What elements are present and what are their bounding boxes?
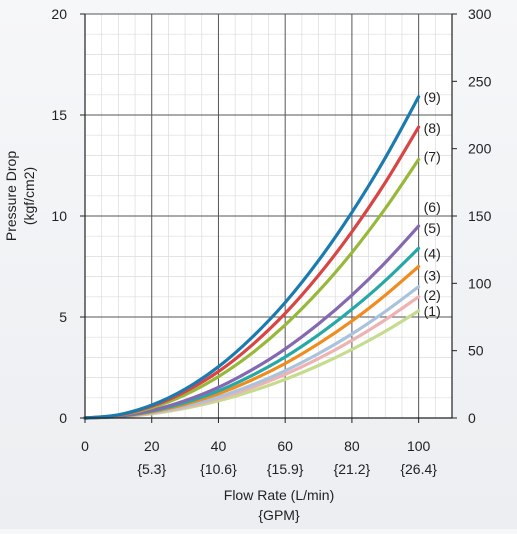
series-lines (83, 95, 421, 420)
y-tick-label: 0 (59, 410, 67, 426)
y2-tick-label: 250 (468, 73, 492, 89)
y-axis-subtitle: (kgf/cm2) (21, 167, 37, 225)
y-tick-label: 5 (59, 309, 67, 325)
series-label-8: (8) (424, 120, 441, 136)
x-tick-label: 80 (344, 438, 360, 454)
x-axis-title: Flow Rate (L/min) (224, 487, 334, 503)
series-label-7: (7) (424, 148, 441, 164)
grid (85, 13, 452, 418)
x-tick-label: 100 (407, 438, 431, 454)
gpm-tick-label: {10.6} (200, 461, 237, 477)
y-tick-label: 15 (51, 107, 67, 123)
y-axis-title: Pressure Drop (3, 151, 19, 241)
series-label-5: (5) (424, 220, 441, 236)
series-labels: (1)(2) (3) (4) (5) (6) (7) (8) (9) (424, 89, 441, 319)
gpm-tick-label: {15.9} (267, 461, 304, 477)
y2-tick-label: 50 (468, 343, 484, 359)
x-tick-label: 60 (277, 438, 293, 454)
series-label-9: (9) (424, 89, 441, 105)
x-axis-subtitle: {GPM} (258, 507, 300, 523)
y-tick-label: 20 (51, 6, 67, 22)
y2-tick-label: 200 (468, 141, 492, 157)
x-tick-label: 20 (144, 438, 160, 454)
x-tick-label: 40 (211, 438, 227, 454)
series-label-1: (1) (424, 303, 441, 319)
y-tick-label: 10 (51, 208, 67, 224)
series-line-6 (83, 224, 421, 420)
series-label-3: (3) (424, 268, 441, 284)
gpm-tick-label: {21.2} (334, 461, 371, 477)
x-tick-label: 0 (81, 438, 89, 454)
gpm-tick-label: {26.4} (400, 461, 437, 477)
series-label-2: (2) (424, 287, 441, 303)
y2-tick-label: 100 (468, 275, 492, 291)
y2-tick-label: 150 (468, 208, 492, 224)
y2-tick-label: 0 (468, 410, 476, 426)
series-label-4: (4) (424, 245, 441, 261)
series-line-9 (83, 95, 421, 420)
y2-tick-label: 300 (468, 6, 492, 22)
series-label-6: (6) (424, 199, 441, 215)
gpm-tick-label: {5.3} (137, 461, 166, 477)
